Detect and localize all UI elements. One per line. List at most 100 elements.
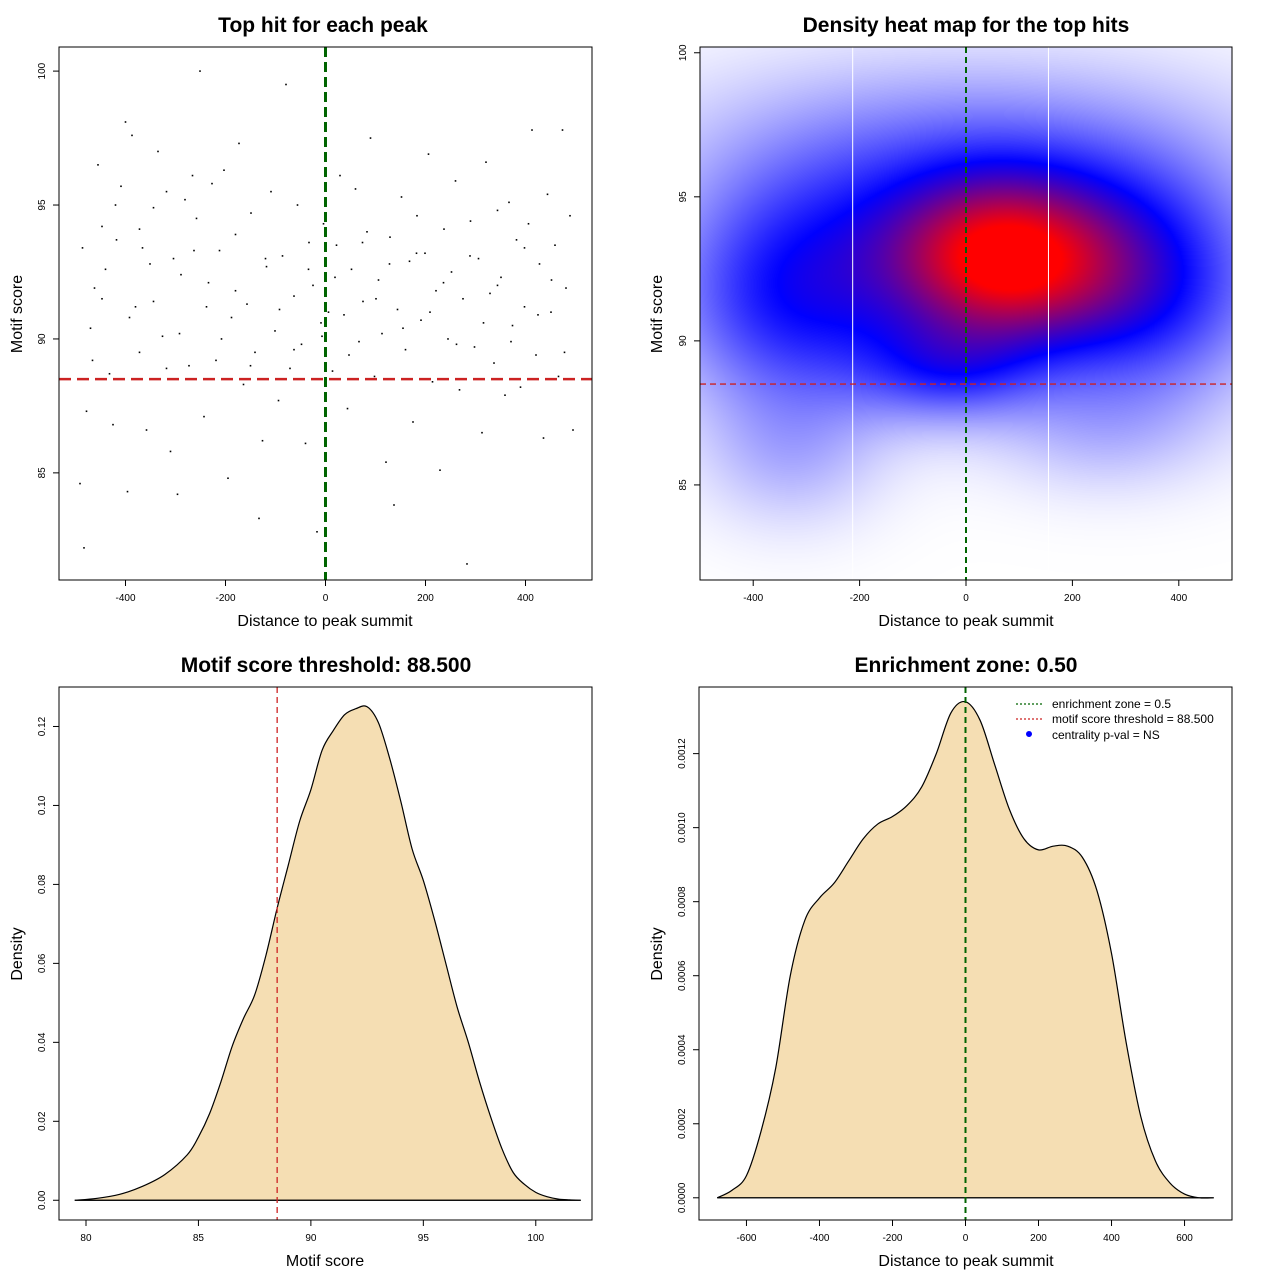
scatter-point [261,439,264,442]
scatter-point [242,383,245,386]
scatter-point [193,249,195,252]
scatter-point [270,190,272,193]
scatter-point [346,407,349,410]
scatter-point [350,268,353,271]
scatter-point [402,327,404,330]
scatter-point [120,185,122,188]
y-tick-label: 95 [37,199,48,211]
scatter-point [293,348,295,351]
scatter-point [563,351,566,354]
y-tick-label: 90 [37,333,48,345]
y-tick-label: 0.0012 [677,738,688,769]
scatter-point [339,174,341,177]
scatter-point [152,206,155,209]
scatter-point [172,257,175,260]
distance-density-title: Enrichment zone: 0.50 [855,654,1078,677]
scatter-point [227,477,229,480]
x-tick-label: 400 [1103,1233,1120,1244]
scatter-point [101,225,103,228]
scatter-point [331,370,334,372]
scatter-point [188,364,190,367]
y-tick-label: 0.0008 [677,886,688,917]
scatter-point [550,279,553,281]
scatter-points [79,70,574,565]
scatter-point [510,340,512,343]
scatter-point [381,332,383,335]
scatter-point [481,431,483,434]
scatter-point [385,461,387,463]
scatter-point [81,247,84,249]
scatter-point [334,276,336,279]
scatter-point [493,362,495,364]
scatter-point [308,241,310,244]
x-tick-label: 95 [418,1233,430,1244]
scatter-point [496,284,499,287]
scatter-point [358,340,360,343]
score-density-plot-frame [58,686,593,1221]
scatter-point [124,121,127,123]
scatter-point [366,231,368,233]
y-tick-label: 0.00 [37,1190,48,1210]
scatter-point [215,359,217,362]
scatter-title: Top hit for each peak [218,14,428,37]
score-density-y-axis: 0.00 0.02 0.04 0.06 0.08 0.10 0.12 [37,716,59,1210]
scatter-point [535,354,537,356]
scatter-point [377,279,380,281]
distance-density-y-axis: 0.0000 0.0002 0.0004 0.0006 0.0008 0.0010 0.00… [677,738,699,1213]
scatter-point [462,297,464,300]
scatter-point [482,322,485,324]
scatter-point [454,180,457,182]
panel-heatmap: Density heat map for the top hits -400 -2… [649,14,1233,630]
scatter-point [443,228,445,230]
scatter-point [527,222,530,225]
scatter-point [348,354,350,356]
scatter-point [542,437,545,439]
scatter-point [101,297,103,300]
scatter-point [375,297,377,300]
scatter-point [335,244,338,247]
scatter-point [161,335,164,338]
scatter-point [223,169,225,172]
x-tick-label: -200 [882,1233,902,1244]
scatter-point [369,137,372,139]
heatmap-y-axis: 85 90 95 100 [678,44,700,490]
x-tick-label: 0 [963,1233,969,1244]
y-tick-label: 0.0006 [677,960,688,991]
scatter-point [473,346,476,348]
x-tick-label: 0 [323,593,329,604]
scatter-point [265,265,268,268]
scatter-point [141,247,144,249]
scatter-point [455,343,458,346]
y-tick-label: 0.04 [37,1032,48,1052]
scatter-point [458,389,461,391]
scatter-point [234,233,237,236]
scatter-point [289,367,291,370]
scatter-point [165,367,168,370]
scatter-point [450,271,453,273]
scatter-point [211,182,213,185]
scatter-point [138,228,141,230]
scatter-point [296,204,299,206]
panel-score-density: Motif score threshold: 88.500 80 85 90 95 10… [9,654,593,1270]
scatter-point [149,263,151,265]
y-tick-label: 0.0000 [677,1182,688,1213]
x-tick-label: 80 [80,1233,92,1244]
scatter-point [320,322,322,324]
legend-centrality-point [1026,731,1032,737]
scatter-point [523,306,526,308]
scatter-point [126,490,129,493]
scatter-point [157,150,159,153]
heatmap-x-label: Distance to peak summit [878,613,1054,630]
scatter-point [131,134,133,137]
y-tick-label: 0.0002 [677,1108,688,1139]
y-tick-label: 100 [678,44,689,61]
scatter-point [531,129,533,131]
scatter-point [362,300,364,303]
scatter-point [85,410,88,413]
x-tick-label: 400 [1170,593,1187,604]
scatter-point [114,204,117,206]
scatter-point [207,281,210,284]
scatter-point [557,375,560,378]
scatter-point [485,161,487,163]
scatter-point [504,394,506,396]
